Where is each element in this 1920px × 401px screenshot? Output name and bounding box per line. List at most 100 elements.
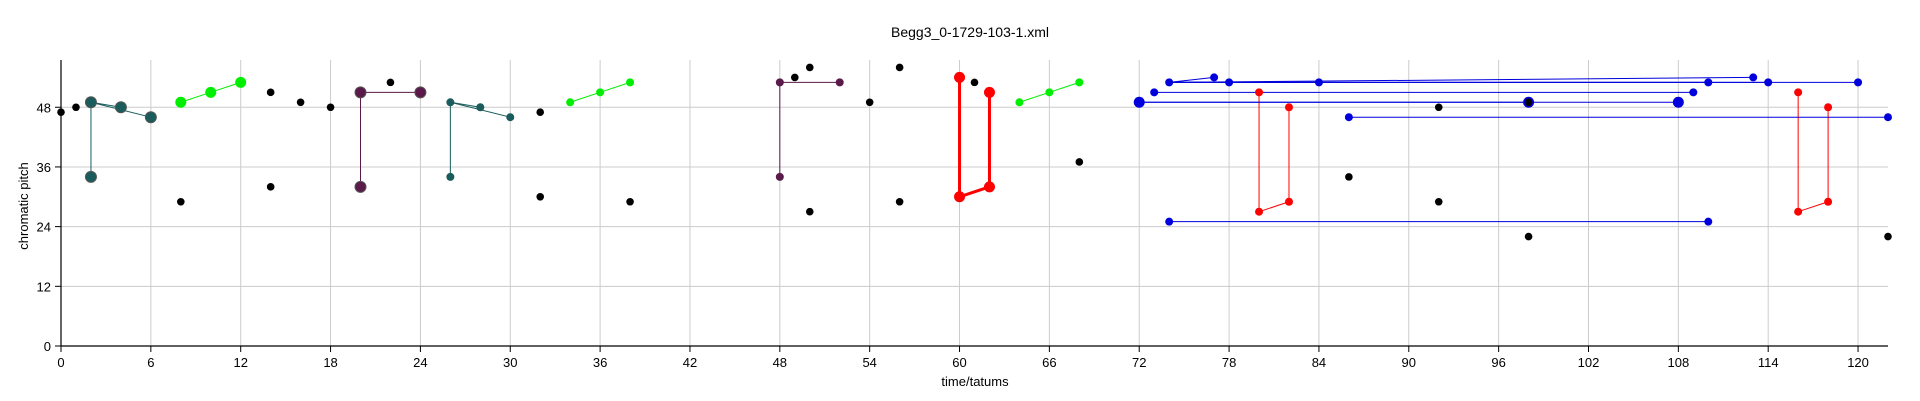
data-point <box>983 181 995 193</box>
data-point <box>1150 88 1159 97</box>
data-point <box>84 96 97 109</box>
data-point <box>1075 158 1084 166</box>
x-tick-label: 72 <box>1132 355 1146 370</box>
data-point <box>1824 197 1833 206</box>
axis-layer: 0 6 12 18 24 30 36 42 48 54 60 66 72 78 84 90 96 102 108 11… <box>37 60 1888 370</box>
data-point <box>1210 73 1219 82</box>
data-point <box>1255 207 1264 216</box>
group-line <box>1019 91 1050 103</box>
x-tick-label: 66 <box>1042 355 1056 370</box>
data-point <box>835 78 844 87</box>
data-point <box>1749 73 1758 82</box>
group-line <box>599 81 631 93</box>
data-point <box>775 172 784 181</box>
chart-title: Begg3_0-1729-103-1.xml <box>891 24 1049 40</box>
data-point <box>446 172 455 181</box>
data-point <box>1314 78 1323 87</box>
data-point <box>326 103 335 112</box>
x-tick-label: 102 <box>1578 355 1600 370</box>
data-point <box>1434 197 1443 206</box>
data-point <box>1045 88 1054 97</box>
data-point <box>626 78 635 87</box>
y-tick-label: 48 <box>37 100 51 115</box>
x-tick-label: 0 <box>57 355 64 370</box>
data-point <box>1704 217 1713 226</box>
line-layer <box>90 76 1888 223</box>
data-point <box>414 86 427 99</box>
data-point <box>266 88 275 97</box>
x-tick-label: 36 <box>593 355 607 370</box>
data-point <box>805 207 814 216</box>
data-point <box>1764 78 1773 87</box>
data-point <box>506 113 515 122</box>
y-axis-title: chromatic pitch <box>16 162 31 249</box>
data-point <box>1133 96 1145 108</box>
data-point <box>296 98 305 107</box>
data-point <box>235 76 247 88</box>
data-point <box>970 78 979 87</box>
data-point <box>954 71 966 83</box>
data-point <box>114 101 127 114</box>
data-point <box>536 192 545 201</box>
x-tick-label: 54 <box>862 355 876 370</box>
data-point <box>566 98 575 107</box>
data-point <box>1524 98 1533 107</box>
group-line <box>1169 76 1215 83</box>
group-line <box>570 91 601 103</box>
data-point <box>1075 78 1084 87</box>
x-tick-label: 60 <box>952 355 966 370</box>
x-tick-label: 108 <box>1667 355 1689 370</box>
data-point <box>446 98 455 107</box>
data-point <box>476 103 485 112</box>
data-point <box>1015 98 1024 107</box>
data-point <box>1854 78 1863 87</box>
data-point <box>1704 78 1713 87</box>
data-point <box>1225 78 1234 87</box>
x-tick-label: 90 <box>1402 355 1416 370</box>
x-tick-label: 96 <box>1491 355 1505 370</box>
data-point <box>805 63 814 72</box>
group-line <box>1169 76 1754 83</box>
grid-layer <box>60 60 1888 347</box>
x-tick-label: 114 <box>1758 355 1779 370</box>
data-point <box>790 73 799 82</box>
data-point <box>1794 207 1803 216</box>
x-tick-label: 30 <box>503 355 517 370</box>
x-tick-label: 84 <box>1312 355 1326 370</box>
data-point <box>954 191 966 203</box>
data-point <box>1689 88 1698 97</box>
data-point <box>84 170 97 183</box>
data-point <box>175 96 187 108</box>
x-tick-label: 6 <box>147 355 154 370</box>
data-point <box>266 183 275 191</box>
data-point <box>1884 232 1892 241</box>
y-tick-label: 36 <box>37 160 51 175</box>
data-point <box>596 88 605 97</box>
data-point <box>1824 103 1833 112</box>
data-point <box>1165 78 1174 87</box>
data-point <box>895 63 904 72</box>
y-tick-label: 0 <box>44 339 51 354</box>
data-point <box>1345 173 1353 181</box>
data-point <box>626 197 634 206</box>
data-point <box>1884 113 1892 122</box>
group-line <box>1049 81 1080 93</box>
data-point <box>1524 232 1533 241</box>
data-point <box>1344 113 1353 122</box>
data-point <box>144 111 157 124</box>
data-point <box>354 180 367 193</box>
point-layer <box>57 63 1892 241</box>
x-tick-label: 48 <box>773 355 787 370</box>
x-tick-label: 12 <box>233 355 247 370</box>
data-point <box>72 103 80 112</box>
x-tick-label: 18 <box>323 355 337 370</box>
data-point <box>177 197 185 206</box>
x-tick-label: 120 <box>1847 355 1869 370</box>
data-point <box>895 197 904 206</box>
data-point <box>386 78 395 87</box>
data-point <box>983 86 995 98</box>
data-point <box>865 98 874 107</box>
data-point <box>1284 103 1293 112</box>
